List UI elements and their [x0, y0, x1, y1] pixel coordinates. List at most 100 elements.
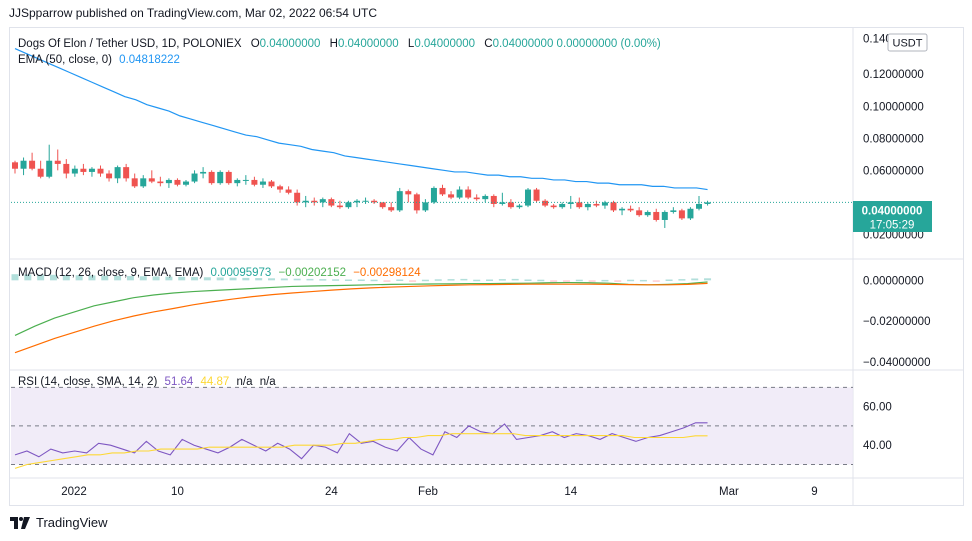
macd-histogram-bar — [293, 278, 301, 281]
legend-macd-v2: −0.00202152 — [279, 267, 346, 279]
candle-body — [456, 189, 463, 198]
tradingview-logo-icon — [10, 516, 30, 529]
publisher-line: JJSpparrow published on TradingView.com,… — [9, 6, 377, 20]
legend-macd-v1: 0.00095973 — [211, 267, 272, 279]
macd-histogram-bar — [460, 278, 468, 281]
candle-body — [696, 203, 702, 209]
signal-line — [14, 282, 708, 354]
legend-rsi-v1: 51.64 — [165, 376, 194, 388]
candle-body — [559, 203, 566, 208]
last-price-value: 0.04000000 — [862, 206, 923, 218]
candle-body — [576, 202, 583, 208]
candle-body — [704, 202, 711, 204]
candle-body — [97, 168, 104, 174]
candle-body — [388, 207, 395, 211]
macd-histogram-bar — [652, 280, 660, 282]
macd-histogram-bar — [139, 276, 147, 281]
macd-histogram-bar — [229, 277, 237, 281]
legend-rsi-v2: 44.87 — [201, 376, 230, 388]
macd-histogram-bar — [409, 280, 417, 282]
candle-body — [499, 202, 506, 204]
candle-body — [661, 211, 668, 220]
candle-body — [619, 208, 626, 211]
candle-body — [354, 200, 360, 203]
candle-body — [106, 173, 113, 179]
chart-frame[interactable] — [9, 27, 964, 506]
macd-histogram-bar — [537, 279, 545, 282]
candle-body — [516, 205, 523, 208]
macd-histogram-bar — [396, 279, 404, 282]
macd-histogram-bar — [280, 278, 288, 281]
candle-body — [636, 210, 643, 216]
candle-body — [550, 205, 557, 208]
macd-histogram-bar — [434, 279, 442, 281]
candle-body — [285, 189, 292, 193]
rsi-tick-label: 60.00 — [863, 402, 892, 414]
candle-body — [191, 173, 198, 182]
candle-body — [12, 162, 18, 169]
macd-histogram-bar — [319, 279, 327, 281]
candle-body — [63, 163, 70, 174]
macd-histogram-bar — [203, 277, 211, 281]
time-tick-label: 9 — [811, 486, 817, 498]
candle-body — [157, 181, 164, 184]
candle-body — [678, 210, 685, 219]
legend-rsi: RSI (14, close, SMA, 14, 2) 51.64 44.87 … — [18, 376, 276, 388]
candle-body — [379, 202, 386, 208]
candle-body — [302, 200, 309, 203]
time-tick-label: Mar — [719, 486, 739, 498]
macd-histogram-bar — [75, 275, 83, 281]
macd-histogram-bar — [126, 276, 134, 281]
legend-rsi-label: RSI (14, close, SMA, 14, 2) — [18, 376, 158, 388]
candle-body — [46, 160, 53, 177]
legend-h-label: H — [330, 38, 338, 50]
price-tick-label: 0.12000000 — [863, 69, 924, 81]
macd-histogram-bar — [486, 279, 494, 282]
rsi-band-fill — [11, 387, 853, 465]
macd-histogram-bar — [511, 278, 519, 281]
macd-histogram-bar — [627, 279, 635, 282]
legend-macd-v3: −0.00298124 — [353, 267, 421, 279]
time-tick-label: 10 — [171, 486, 184, 498]
macd-histogram-bar — [24, 274, 32, 281]
rsi-pane — [11, 386, 853, 469]
macd-tick-label: −0.02000000 — [863, 316, 930, 328]
macd-histogram-bar — [191, 277, 199, 281]
candle-body — [208, 171, 215, 184]
macd-histogram-bar — [255, 278, 263, 281]
candle-body — [54, 160, 61, 164]
legend-rsi-v3: n/a — [237, 376, 254, 388]
macd-histogram-bar — [178, 276, 186, 281]
rsi-ma-line — [14, 433, 708, 469]
price-tick-label: 0.02000000 — [863, 229, 924, 241]
macd-histogram-bar — [114, 275, 122, 281]
candle-body — [653, 211, 660, 220]
macd-tick-label: 0.00000000 — [863, 275, 924, 287]
footer-brand[interactable]: TradingView — [10, 515, 108, 530]
macd-histogram-bar — [152, 276, 160, 281]
macd-histogram-bar — [216, 277, 224, 281]
candle-body — [396, 191, 403, 211]
candle-body — [328, 199, 335, 206]
candle-body — [174, 179, 181, 185]
macd-histogram-bar — [614, 280, 622, 282]
time-tick-label: 24 — [325, 486, 338, 498]
legend-o-label: O — [251, 38, 260, 50]
candle-body — [584, 203, 591, 208]
candle-body — [131, 178, 138, 187]
candle-body — [525, 189, 531, 206]
candle-body — [593, 203, 600, 206]
legend-o-value: 0.04000000 — [260, 38, 321, 50]
currency-badge[interactable] — [887, 33, 928, 52]
currency-label: USDT — [893, 38, 923, 50]
candle-body — [114, 167, 121, 179]
main-pane — [11, 48, 853, 228]
macd-histogram-bar — [421, 279, 429, 282]
macd-histogram-bar — [704, 278, 712, 281]
legend-ema-value: 0.04818222 — [119, 54, 180, 66]
legend-macd-label: MACD (12, 26, close, 9, EMA, EMA) — [18, 267, 204, 279]
time-axis: 2022 10 24 Feb 14 Mar 9 — [61, 486, 817, 498]
legend-rsi-v4: n/a — [260, 376, 277, 388]
macd-histogram-bar — [49, 274, 57, 281]
